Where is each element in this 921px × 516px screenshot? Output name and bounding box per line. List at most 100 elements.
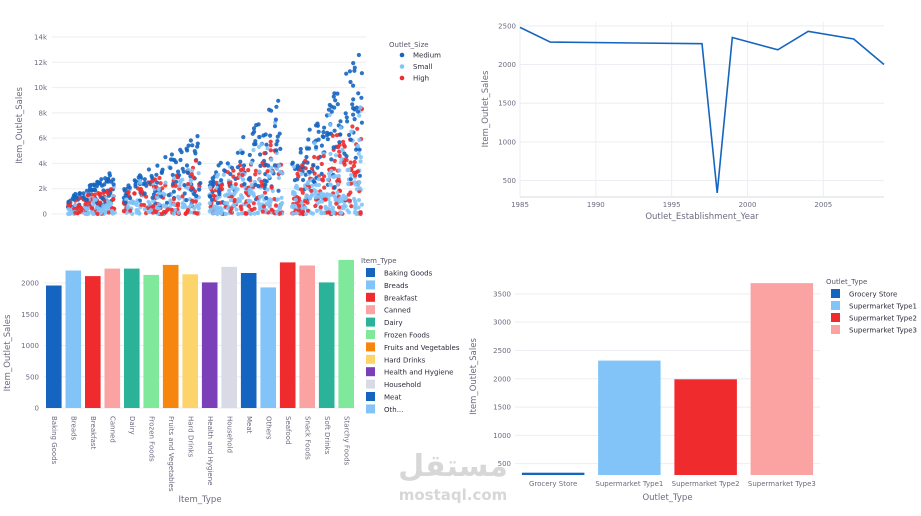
scatter-point bbox=[328, 193, 333, 198]
scatter-point bbox=[352, 107, 357, 112]
scatter-point bbox=[348, 177, 353, 182]
mostaql-watermark: مستقل mostaql.com bbox=[398, 448, 508, 508]
scatter-legend-title: Outlet_Size bbox=[389, 41, 429, 49]
watermark-latin: mostaql.com bbox=[399, 486, 508, 504]
scatter-point bbox=[333, 197, 338, 203]
item-bar-x-tick-label: Baking Goods bbox=[50, 416, 58, 465]
scatter-point bbox=[196, 206, 201, 211]
item-bar bbox=[299, 265, 315, 408]
scatter-point bbox=[169, 207, 174, 212]
scatter-point bbox=[121, 209, 126, 214]
item-bar bbox=[65, 270, 82, 408]
item-bar-x-axis-title: Item_Type bbox=[178, 495, 221, 505]
scatter-point bbox=[356, 91, 361, 96]
scatter-point bbox=[87, 183, 92, 188]
scatter-point bbox=[128, 196, 133, 201]
scatter-point bbox=[274, 148, 279, 153]
scatter-point bbox=[215, 201, 220, 206]
item-bar-x-tick-label: Breads bbox=[69, 416, 77, 441]
scatter-point bbox=[186, 181, 191, 187]
item-bar-x-tick-label: Dairy bbox=[128, 416, 136, 435]
scatter-point bbox=[321, 134, 326, 140]
scatter-point bbox=[263, 182, 268, 187]
scatter-y-tick-label: 8k bbox=[38, 109, 47, 117]
item-bar-legend-label: Health and Hygiene bbox=[384, 369, 453, 377]
scatter-point bbox=[232, 199, 237, 204]
scatter-point bbox=[153, 209, 159, 215]
scatter-point bbox=[316, 129, 321, 134]
scatter-point bbox=[177, 196, 182, 201]
scatter-point bbox=[163, 155, 168, 160]
scatter-point bbox=[359, 120, 364, 125]
scatter-point bbox=[85, 193, 90, 198]
scatter-point bbox=[274, 209, 279, 214]
scatter-point bbox=[123, 192, 128, 197]
scatter-point bbox=[322, 125, 327, 130]
scatter-point bbox=[253, 182, 258, 187]
scatter-point bbox=[269, 185, 274, 190]
scatter-y-tick-label: 0 bbox=[43, 211, 47, 219]
scatter-point bbox=[191, 175, 196, 180]
scatter-point bbox=[325, 137, 330, 142]
outlet-bar bbox=[598, 360, 661, 475]
scatter-point bbox=[262, 178, 267, 183]
scatter-point bbox=[97, 181, 102, 186]
scatter-point bbox=[253, 172, 258, 177]
scatter-point bbox=[268, 198, 274, 203]
scatter-point bbox=[235, 150, 240, 155]
scatter-point bbox=[142, 191, 147, 196]
scatter-point bbox=[195, 144, 200, 149]
scatter-point bbox=[106, 199, 111, 204]
line-series bbox=[519, 26, 885, 193]
scatter-point bbox=[339, 210, 344, 215]
scatter-point bbox=[342, 151, 347, 156]
scatter-point bbox=[242, 182, 247, 187]
outlet-bar-legend-swatch bbox=[831, 313, 840, 322]
scatter-point bbox=[344, 115, 349, 120]
scatter-point bbox=[339, 156, 344, 162]
scatter-point bbox=[155, 163, 160, 168]
scatter-point bbox=[303, 166, 308, 171]
scatter-point bbox=[356, 52, 361, 58]
scatter-point bbox=[227, 188, 232, 193]
scatter-y-axis-title: Item_Outlet_Sales bbox=[15, 87, 25, 164]
outlet-bar-y-tick-label: 2500 bbox=[493, 347, 511, 355]
scatter-point bbox=[209, 197, 215, 202]
scatter-point bbox=[359, 95, 364, 100]
scatter-point bbox=[330, 133, 335, 138]
item-bar bbox=[46, 285, 62, 408]
scatter-point bbox=[354, 187, 359, 192]
scatter-point bbox=[226, 206, 231, 211]
scatter-point bbox=[193, 199, 198, 204]
scatter-point bbox=[258, 152, 263, 157]
scatter-point bbox=[296, 174, 301, 179]
scatter-point bbox=[155, 180, 160, 185]
scatter-point bbox=[237, 198, 242, 203]
scatter-point bbox=[247, 187, 252, 192]
scatter-point bbox=[330, 205, 336, 210]
scatter-point bbox=[260, 209, 265, 214]
scatter-point bbox=[350, 102, 355, 107]
scatter-point bbox=[234, 207, 239, 212]
line-x-tick-label: 1990 bbox=[587, 201, 605, 209]
scatter-point bbox=[315, 165, 320, 170]
scatter-point bbox=[269, 165, 274, 170]
scatter-point bbox=[290, 203, 295, 208]
scatter-point bbox=[333, 98, 338, 103]
scatter-point bbox=[322, 185, 327, 190]
scatter-point bbox=[305, 208, 310, 213]
scatter-point bbox=[182, 191, 187, 196]
scatter-point bbox=[291, 164, 296, 169]
line-x-tick-label: 1985 bbox=[511, 201, 529, 209]
item-bar-legend-label: Fruits and Vegetables bbox=[384, 344, 460, 352]
scatter-point bbox=[307, 127, 312, 132]
scatter-point bbox=[111, 197, 116, 202]
scatter-point bbox=[248, 211, 253, 216]
scatter-point bbox=[335, 102, 340, 107]
scatter-point bbox=[241, 135, 246, 140]
item-bar-x-tick-label: Frozen Foods bbox=[147, 416, 155, 462]
scatter-point bbox=[332, 158, 337, 163]
item-bar-legend-label: Baking Goods bbox=[384, 270, 433, 278]
scatter-point bbox=[218, 160, 223, 165]
scatter-point bbox=[352, 204, 357, 209]
